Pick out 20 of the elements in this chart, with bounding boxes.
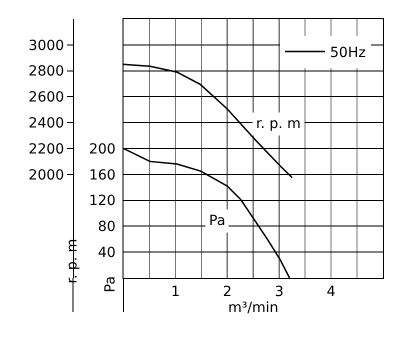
x-axis-title: m³/min [228,300,278,316]
y2-tick-label: 2200 [28,141,64,158]
y-tick-label: 120 [88,193,116,210]
y-tick-label: 40 [98,245,116,261]
x-tick-label: 2 [222,284,232,300]
y-tick-label: 200 [88,141,116,158]
y2-tick-label: 2800 [28,64,64,80]
x-tick-label: 1 [170,284,180,300]
x-tick-label: 3 [274,284,284,300]
y-tick-label: 160 [88,167,116,184]
y-tick-label: 80 [98,219,116,236]
y2-tick-label: 2000 [28,167,64,184]
legend-label: 50Hz [330,44,366,61]
annotation: Pa [209,213,226,229]
y2-tick-label: 3000 [28,38,64,54]
y-axis-title: Pa [102,276,118,292]
y2-tick-label: 2600 [28,90,64,106]
y2-tick-label: 2400 [28,116,64,132]
annotation: r. p. m [256,116,301,132]
x-tick-label: 4 [326,284,336,300]
